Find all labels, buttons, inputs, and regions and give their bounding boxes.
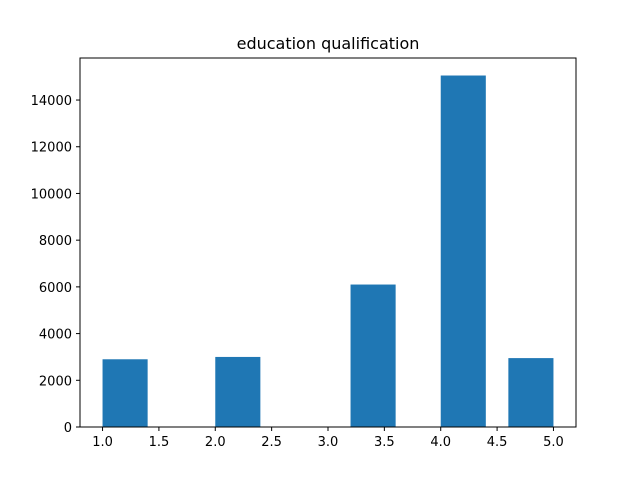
x-axis: 1.0 1.5 2.0 2.5 3.0 3.5 4.0 4.5 5.0 bbox=[92, 427, 564, 450]
y-tick-label: 8000 bbox=[39, 234, 72, 249]
bars-group bbox=[102, 75, 554, 428]
x-tick-label: 5.0 bbox=[543, 435, 564, 450]
x-tick-label: 1.0 bbox=[92, 435, 113, 450]
histogram-bar-1 bbox=[102, 359, 148, 427]
histogram-bar-3 bbox=[350, 284, 396, 427]
x-tick-label: 2.0 bbox=[205, 435, 226, 450]
histogram-bar-5 bbox=[508, 358, 554, 427]
y-tick-label: 0 bbox=[64, 421, 72, 436]
y-tick-label: 14000 bbox=[31, 94, 72, 109]
y-tick-label: 12000 bbox=[31, 141, 72, 156]
x-tick-label: 2.5 bbox=[261, 435, 282, 450]
x-tick-label: 3.0 bbox=[318, 435, 339, 450]
y-tick-label: 6000 bbox=[39, 281, 72, 296]
y-tick-label: 10000 bbox=[31, 187, 72, 202]
histogram-bar-2 bbox=[215, 356, 261, 427]
y-axis: 0 2000 4000 6000 8000 10000 12000 14000 bbox=[31, 94, 80, 436]
plot-frame bbox=[79, 57, 577, 428]
y-tick-label: 2000 bbox=[39, 374, 72, 389]
y-tick-label: 4000 bbox=[39, 328, 72, 343]
chart-title: education qualification bbox=[237, 34, 420, 53]
x-tick-label: 3.5 bbox=[374, 435, 395, 450]
histogram-bar-4 bbox=[440, 75, 486, 428]
x-tick-label: 4.5 bbox=[487, 435, 508, 450]
x-tick-label: 1.5 bbox=[149, 435, 170, 450]
x-tick-label: 4.0 bbox=[430, 435, 451, 450]
